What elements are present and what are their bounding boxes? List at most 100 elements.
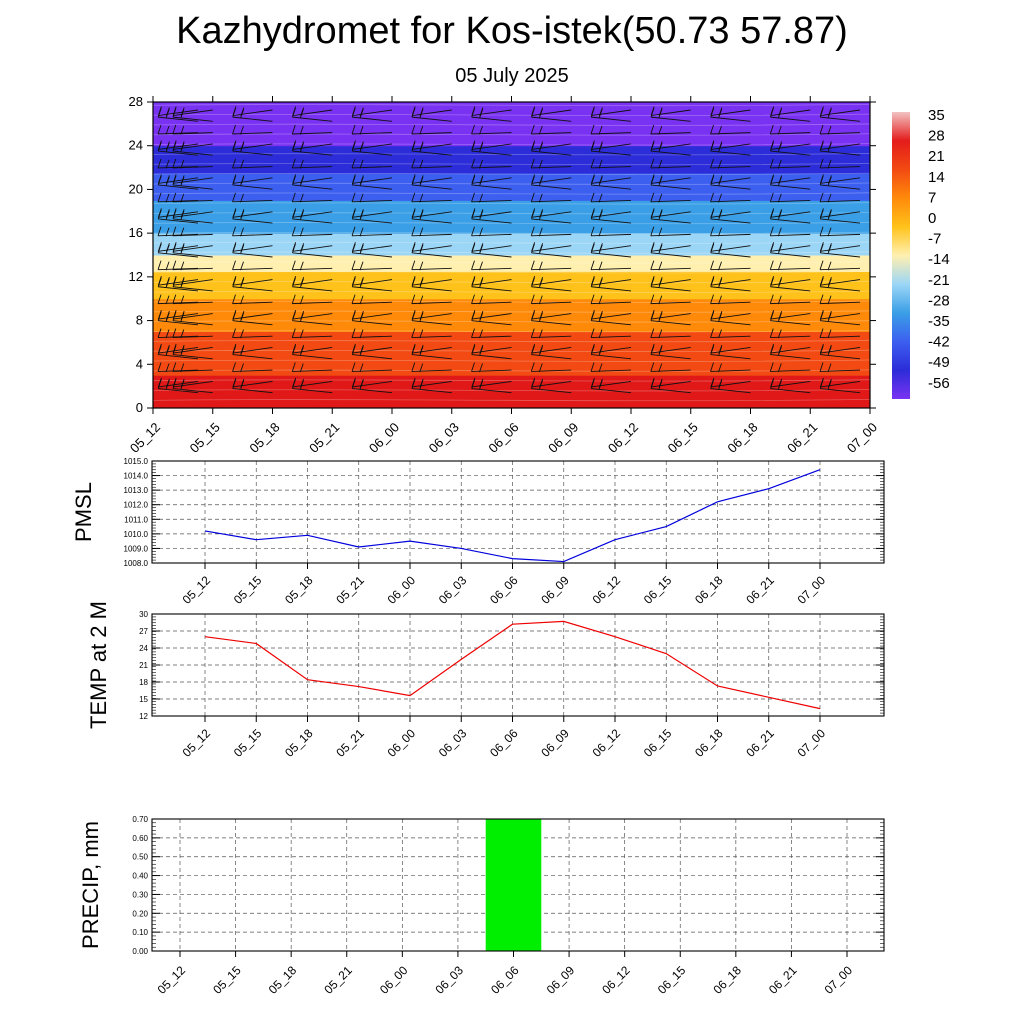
wind-barb-flag — [710, 328, 714, 338]
wind-barb-flag — [718, 312, 723, 322]
wind-barb-flag — [539, 210, 543, 220]
wind-barb-shaft — [591, 218, 632, 224]
wind-barb-shaft — [651, 177, 691, 184]
wind-barb-flag — [419, 278, 424, 288]
wind-barb-flag — [419, 329, 424, 339]
wind-barb-shaft — [352, 245, 393, 252]
wind-barb-shaft — [158, 286, 199, 292]
wind-barb-flag — [165, 295, 170, 305]
wind-barb-shaft — [820, 177, 861, 184]
wind-barb-shaft — [710, 354, 751, 360]
wind-barb-flag — [359, 142, 364, 152]
wind-barb-flag — [419, 108, 424, 118]
wind-barb-flag — [598, 329, 603, 339]
wind-barb-flag — [180, 193, 185, 203]
wind-barb-shaft — [232, 184, 273, 190]
wind-barb-flag — [419, 295, 424, 305]
contour-line — [153, 359, 870, 362]
wind-barb-flag — [658, 227, 663, 237]
wind-barb-shaft — [172, 150, 213, 156]
wind-barb-flag — [240, 227, 244, 237]
wind-barb-shaft — [292, 177, 333, 184]
y-tick-label: 1010.0 — [124, 530, 149, 539]
wind-barb-flag — [180, 329, 185, 339]
heatmap-band — [153, 233, 870, 256]
wind-barb-shaft — [411, 335, 452, 338]
wind-barb-shaft — [292, 267, 333, 271]
wind-barb-flag — [411, 158, 416, 169]
wind-barb-shaft — [352, 388, 393, 394]
wind-barb-shaft — [531, 380, 572, 388]
wind-barb-shaft — [158, 320, 199, 326]
wind-barb-shaft — [471, 200, 512, 203]
wind-barb-flag — [590, 345, 595, 355]
contour-line — [153, 231, 870, 234]
contour-line — [153, 280, 870, 284]
wind-barb-shaft — [531, 286, 572, 292]
heatmap-band — [153, 145, 870, 174]
wind-barb-flag — [180, 380, 185, 390]
wind-barb-flag — [718, 227, 722, 237]
wind-barb-shaft — [591, 132, 632, 135]
wind-barb-flag — [299, 125, 304, 135]
wind-barb-shaft — [352, 143, 393, 150]
wind-barb-shaft — [292, 150, 333, 156]
wind-barb-flag — [411, 192, 416, 202]
wind-barb-flag — [240, 363, 244, 373]
wind-barb-flag — [411, 311, 416, 321]
temperature-colorbar: 35 28 21 14 7 0 -7 -14 -21 -28 -35 -42 -49 -56 — [892, 107, 950, 399]
wind-barb-flag — [157, 192, 162, 202]
wind-barb-shaft — [412, 109, 452, 117]
wind-barb-flag — [411, 243, 416, 253]
wind-barb-flag — [710, 243, 715, 253]
wind-barb-flag — [411, 124, 416, 135]
wind-barb-shaft — [411, 252, 452, 258]
wind-barb-flag — [710, 158, 714, 169]
wind-barb-shaft — [232, 211, 273, 218]
wind-barb-flag — [718, 380, 723, 390]
wind-barb-flag — [769, 294, 774, 304]
wind-barb-shaft — [770, 116, 811, 122]
contour-line — [153, 192, 870, 195]
wind-barb-shaft — [411, 200, 452, 203]
wind-barb-shaft — [232, 320, 273, 326]
wind-barb-shaft — [710, 150, 751, 156]
wind-barb-flag — [240, 193, 244, 203]
wind-barb-flag — [770, 311, 774, 321]
wind-barb-shaft — [172, 252, 213, 258]
wind-barb-shaft — [352, 347, 393, 354]
wind-barb-shaft — [292, 279, 333, 286]
wind-barb-flag — [172, 243, 177, 253]
wind-barb-shaft — [158, 150, 199, 156]
wind-barb-flag — [770, 345, 774, 355]
wind-barb-flag — [819, 362, 824, 372]
wind-barb-flag — [479, 346, 484, 356]
contour-line — [153, 310, 870, 313]
wind-barb-flag — [598, 227, 603, 237]
y-tick-label: 1013.0 — [124, 486, 149, 495]
wind-barb-flag — [299, 227, 304, 237]
wind-barb-flag — [291, 328, 296, 338]
wind-barb-flag — [538, 227, 543, 237]
contour-line — [153, 103, 870, 107]
wind-barb-flag — [157, 226, 162, 236]
wind-barb-flag — [172, 277, 177, 287]
wind-barb-shaft — [820, 369, 861, 372]
wind-barb-shaft — [531, 233, 572, 237]
wind-barb-flag — [351, 226, 356, 236]
wind-barb-shaft — [411, 166, 452, 169]
wind-barb-flag — [180, 159, 185, 169]
wind-barb-shaft — [651, 313, 691, 320]
wind-barb-flag — [718, 142, 723, 152]
wind-barb-flag — [411, 379, 416, 389]
wind-barb-flag — [479, 244, 484, 254]
wind-barb-shaft — [820, 286, 861, 292]
wind-barb-flag — [351, 124, 356, 135]
wind-barb-shaft — [411, 301, 452, 305]
wind-barb-shaft — [232, 200, 273, 203]
wind-barb-shaft — [471, 267, 512, 271]
wind-barb-flag — [718, 159, 722, 169]
wind-barb-shaft — [471, 233, 512, 237]
wind-barb-shaft — [352, 354, 393, 360]
wind-barb-flag — [718, 244, 723, 254]
